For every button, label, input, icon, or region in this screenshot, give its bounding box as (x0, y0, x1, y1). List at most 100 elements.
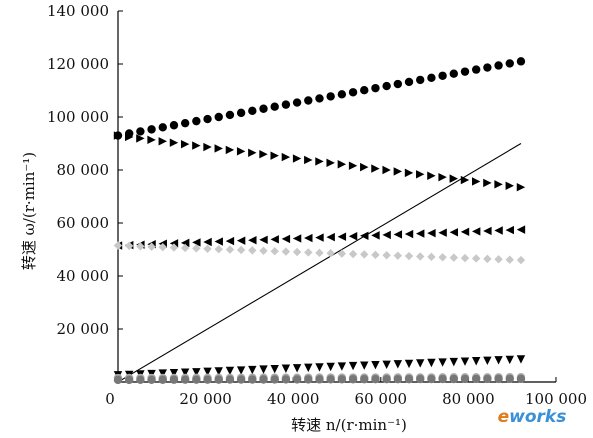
data-point (348, 375, 358, 384)
data-point (214, 112, 223, 122)
y-tick-label: 60 000 (57, 214, 110, 232)
data-point (337, 90, 347, 99)
data-point (393, 374, 403, 384)
data-point (214, 375, 223, 384)
data-point (360, 162, 369, 172)
data-point (169, 375, 179, 384)
data-point (360, 86, 369, 95)
data-point (427, 252, 436, 262)
data-point (315, 375, 324, 384)
data-point (248, 375, 257, 384)
data-point (315, 94, 324, 103)
data-point (136, 375, 145, 385)
series-2 (113, 131, 526, 192)
svg-text:eworks: eworks (498, 407, 567, 427)
data-point (382, 165, 391, 175)
data-point (259, 150, 268, 159)
data-point (471, 374, 481, 384)
data-point (382, 251, 391, 260)
data-point (270, 235, 279, 244)
data-point (315, 233, 324, 242)
data-point (337, 160, 347, 169)
data-point (449, 228, 458, 237)
data-point (460, 357, 470, 366)
data-point (483, 374, 492, 384)
data-point (158, 375, 167, 384)
data-point (393, 79, 403, 89)
data-point (449, 374, 458, 384)
data-point (281, 100, 291, 109)
data-point (304, 248, 313, 257)
data-point (483, 356, 492, 365)
data-point (259, 375, 268, 384)
data-point (337, 375, 347, 384)
data-point (147, 135, 156, 145)
data-point (505, 374, 514, 384)
data-point (460, 175, 470, 185)
data-point (494, 180, 503, 189)
data-point (203, 237, 212, 247)
data-series (113, 57, 526, 385)
data-point (203, 142, 212, 152)
data-point (225, 145, 235, 155)
data-point (505, 255, 514, 264)
data-point (315, 248, 324, 258)
data-point (348, 232, 358, 241)
data-point (203, 375, 212, 384)
data-point (281, 247, 291, 256)
series-4 (113, 241, 526, 265)
data-point (270, 102, 279, 111)
data-point (203, 367, 212, 377)
data-point (225, 375, 235, 384)
data-point (393, 251, 403, 260)
data-point (236, 375, 246, 384)
data-point (416, 359, 425, 368)
data-point (169, 138, 179, 147)
data-point (281, 375, 291, 384)
data-point (404, 229, 414, 239)
data-point (471, 65, 481, 74)
data-point (483, 63, 492, 72)
data-point (113, 241, 123, 250)
data-point (147, 375, 156, 384)
data-point (292, 247, 302, 257)
data-point (427, 228, 436, 238)
data-point (471, 177, 481, 186)
data-point (214, 237, 223, 246)
data-point (281, 234, 291, 244)
data-point (304, 375, 313, 384)
data-point (136, 242, 145, 251)
data-point (360, 250, 369, 259)
data-point (203, 244, 212, 253)
data-point (304, 233, 313, 243)
data-point (371, 375, 380, 384)
data-point (516, 374, 526, 384)
data-point (393, 167, 403, 176)
series-5 (113, 355, 526, 380)
y-tick-label: 120 000 (47, 55, 109, 73)
data-point (248, 106, 257, 116)
data-point (505, 355, 514, 365)
data-point (158, 242, 167, 252)
data-point (460, 227, 470, 237)
data-point (382, 374, 391, 384)
data-point (438, 253, 447, 262)
data-point (382, 81, 391, 91)
data-point (248, 365, 257, 375)
axes (117, 11, 556, 383)
x-tick-label: 60 000 (355, 390, 408, 408)
data-point (180, 243, 190, 253)
data-point (124, 132, 134, 142)
data-point (192, 368, 201, 377)
data-point (326, 362, 335, 372)
data-point (471, 254, 481, 263)
data-point (483, 178, 492, 188)
x-tick-label: 20 000 (179, 390, 232, 408)
data-point (348, 161, 358, 170)
x-tick-label: 0 (105, 390, 115, 408)
x-tick-label: 40 000 (267, 390, 320, 408)
data-point (516, 355, 526, 364)
data-point (516, 255, 526, 265)
data-point (236, 236, 246, 245)
data-point (326, 92, 335, 101)
